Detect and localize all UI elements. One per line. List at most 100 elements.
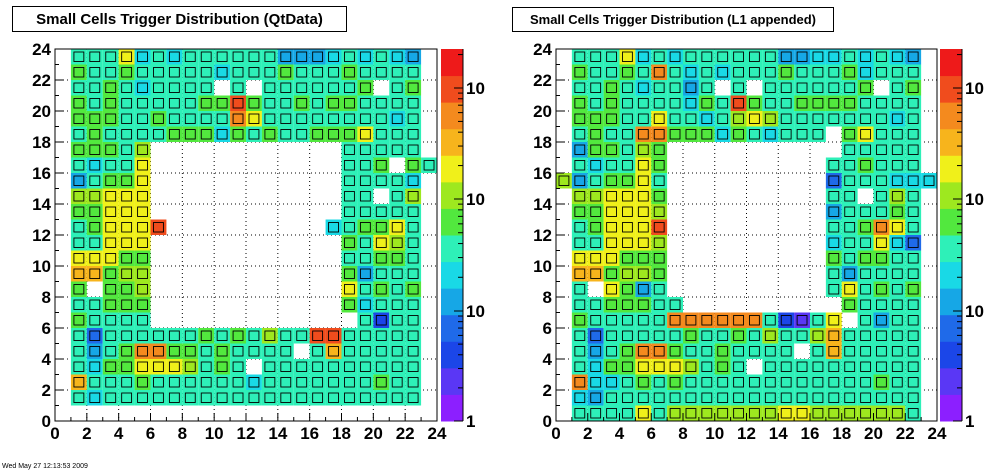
heatmap-cell <box>587 157 604 173</box>
heatmap-cell-box <box>622 175 633 186</box>
heatmap-cell <box>102 111 119 127</box>
heatmap-cell-box <box>89 98 101 109</box>
heatmap-cell <box>873 219 890 235</box>
heatmap-cell <box>357 80 374 96</box>
heatmap-cell-box <box>153 222 164 233</box>
palette-swatch <box>441 208 463 236</box>
heatmap-cell <box>635 80 652 96</box>
heatmap-cell <box>635 235 652 251</box>
x-tick-label: 2 <box>82 424 91 443</box>
heatmap-cell-box <box>359 377 371 388</box>
heatmap-cell-box <box>407 284 419 295</box>
heatmap-cell <box>341 142 358 158</box>
heatmap-cell-box <box>232 392 244 403</box>
heatmap-cell-box <box>375 361 387 372</box>
heatmap-cell <box>134 266 151 282</box>
heatmap-cell <box>683 126 699 142</box>
heatmap-cell <box>603 374 620 390</box>
heatmap-cell <box>746 126 763 142</box>
heatmap-cell-box <box>391 82 403 93</box>
heatmap-cell <box>635 343 652 359</box>
heatmap-cell-box <box>876 51 887 62</box>
heatmap-cell-box <box>105 206 117 217</box>
palette-swatch <box>441 49 463 77</box>
x-tick-label: 2 <box>583 424 592 443</box>
heatmap-cell <box>86 250 103 266</box>
heatmap-cell-box <box>375 299 387 310</box>
y-tick-label: 14 <box>32 195 51 214</box>
heatmap-cell <box>86 312 103 328</box>
heatmap-cell-box <box>907 129 919 140</box>
heatmap-cell-box <box>216 377 228 388</box>
heatmap-cell-box <box>312 361 324 372</box>
heatmap-cell <box>86 266 103 282</box>
heatmap-cell <box>405 111 422 127</box>
heatmap-cell <box>230 374 246 390</box>
heatmap-cell <box>714 49 731 65</box>
heatmap-cell <box>730 111 747 127</box>
heatmap-cell <box>214 49 231 65</box>
heatmap-cell-box <box>375 129 387 140</box>
palette-swatch <box>441 341 463 369</box>
heatmap-cell-box <box>891 237 903 248</box>
heatmap-cell <box>198 374 215 390</box>
heatmap-cell <box>214 126 231 142</box>
heatmap-cell <box>857 328 874 344</box>
heatmap-cell <box>683 312 699 328</box>
heatmap-cell-box <box>574 144 586 155</box>
heatmap-cell-box <box>89 346 101 357</box>
heatmap-cell <box>86 390 103 406</box>
heatmap-cell-box <box>828 160 840 171</box>
heatmap-cell <box>150 374 167 390</box>
heatmap-cell-box <box>876 315 887 326</box>
heatmap-cell-box <box>844 330 856 341</box>
heatmap-cell-box <box>168 361 180 372</box>
heatmap-cell-box <box>812 51 824 62</box>
heatmap-cell <box>778 343 795 359</box>
heatmap-cell-box <box>280 392 292 403</box>
heatmap-cell-box <box>860 160 871 171</box>
heatmap-cell <box>86 142 103 158</box>
heatmap-cell <box>230 95 246 111</box>
heatmap-cell <box>619 405 636 421</box>
heatmap-cell <box>905 312 922 328</box>
heatmap-cell <box>635 157 652 173</box>
heatmap-cell <box>746 64 763 80</box>
heatmap-cell-box <box>200 392 212 403</box>
heatmap-cell-box <box>876 361 887 372</box>
heatmap-cell-box <box>344 160 355 171</box>
heatmap-cell <box>373 390 390 406</box>
heatmap-cell <box>150 126 167 142</box>
heatmap-cell-box <box>574 191 586 202</box>
heatmap-cell-box <box>590 392 602 403</box>
heatmap-cell <box>341 359 358 375</box>
heatmap-cell <box>357 204 374 220</box>
heatmap-cell-box <box>200 67 212 78</box>
heatmap-cell-box <box>264 377 276 388</box>
heatmap-cell <box>405 219 422 235</box>
heatmap-cell <box>134 374 151 390</box>
heatmap-cell-box <box>701 51 713 62</box>
heatmap-cell-box <box>407 160 419 171</box>
heatmap-cell <box>293 111 310 127</box>
heatmap-cell-box <box>891 82 903 93</box>
heatmap-cell <box>603 126 620 142</box>
heatmap-cell-box <box>907 144 919 155</box>
heatmap-cell-box <box>812 408 824 419</box>
heatmap-cell-box <box>407 222 419 233</box>
heatmap-cell <box>373 250 390 266</box>
heatmap-cell <box>325 374 342 390</box>
palette-swatch <box>441 155 463 183</box>
heatmap-cell <box>794 49 810 65</box>
heatmap-cell-box <box>622 346 633 357</box>
heatmap-cell-box <box>407 237 419 248</box>
heatmap-cell <box>373 126 390 142</box>
heatmap-cell-box <box>876 160 887 171</box>
heatmap-cell-box <box>184 98 196 109</box>
heatmap-cell <box>619 312 636 328</box>
heatmap-cell <box>261 359 278 375</box>
heatmap-cell-box <box>153 82 164 93</box>
heatmap-cell <box>571 374 588 390</box>
palette-swatch <box>940 367 962 395</box>
heatmap-cell-box <box>669 408 681 419</box>
